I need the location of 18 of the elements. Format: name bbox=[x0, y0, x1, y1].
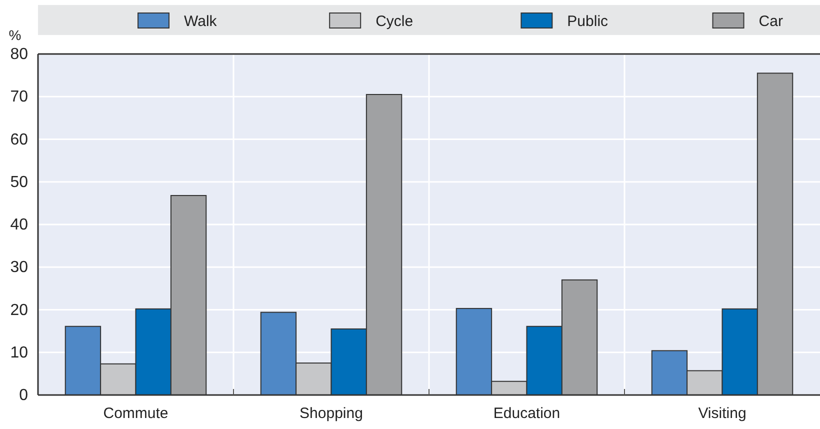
y-tick-label: 70 bbox=[10, 88, 28, 106]
x-tick-label: Education bbox=[493, 405, 560, 422]
y-tick-label: 20 bbox=[10, 302, 28, 319]
x-tick-label: Commute bbox=[103, 405, 168, 422]
y-tick-label: 80 bbox=[10, 46, 28, 63]
y-tick-label: 30 bbox=[10, 259, 28, 276]
legend-label: Cycle bbox=[376, 13, 414, 30]
y-tick-label: 0 bbox=[19, 387, 28, 404]
y-tick-label: 60 bbox=[10, 131, 28, 148]
y-tick-label: 40 bbox=[10, 216, 28, 234]
y-tick-label: 50 bbox=[10, 174, 28, 191]
legend-label: Public bbox=[567, 13, 609, 30]
x-tick-label: Visiting bbox=[698, 405, 746, 422]
y-axis-title: % bbox=[8, 27, 22, 43]
x-tick-label: Shopping bbox=[300, 405, 363, 422]
legend-label: Walk bbox=[184, 13, 218, 30]
y-tick-label: 10 bbox=[10, 344, 28, 362]
legend-label: Car bbox=[758, 13, 783, 30]
